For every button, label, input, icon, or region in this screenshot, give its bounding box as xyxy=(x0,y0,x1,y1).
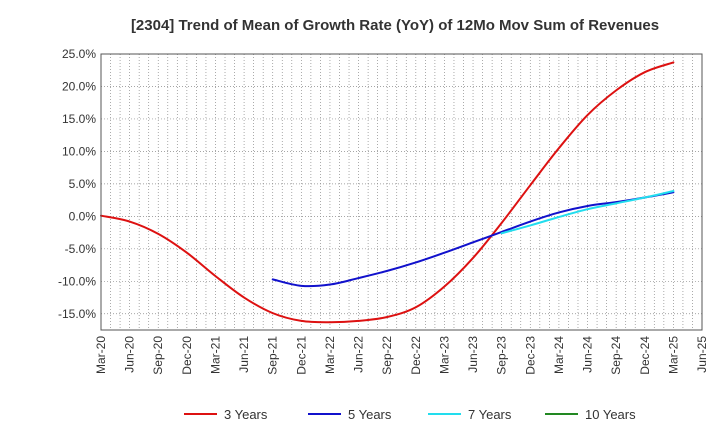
x-tick-label: Jun-22 xyxy=(352,336,366,373)
series-line-5-years xyxy=(271,191,675,288)
series-lines xyxy=(100,61,675,324)
x-tick-label: Mar-25 xyxy=(666,336,680,374)
x-tick-label: Sep-24 xyxy=(609,336,623,375)
y-tick-label: 10.0% xyxy=(62,144,96,158)
x-tick-label: Mar-22 xyxy=(323,336,337,374)
y-tick-label: 5.0% xyxy=(69,177,97,191)
x-tick-label: Jun-23 xyxy=(466,336,480,373)
y-tick-label: 20.0% xyxy=(62,79,96,93)
legend-label-7-years: 7 Years xyxy=(468,407,512,422)
legend: 3 Years 5 Years 7 Years 10 Years xyxy=(184,407,636,422)
x-tick-label: Sep-23 xyxy=(495,336,509,375)
y-tick-label: -5.0% xyxy=(65,242,97,256)
series-line-3-years xyxy=(100,61,675,324)
y-tick-label: -15.0% xyxy=(58,307,96,321)
x-tick-label: Jun-20 xyxy=(123,336,137,373)
x-tick-label: Jun-24 xyxy=(581,336,595,373)
x-tick-label: Dec-24 xyxy=(638,336,652,375)
legend-label-3-years: 3 Years xyxy=(224,407,268,422)
x-tick-label: Sep-21 xyxy=(266,336,280,375)
x-tick-label: Mar-21 xyxy=(208,336,222,374)
grid xyxy=(101,54,702,330)
plot-area xyxy=(101,54,702,330)
x-tick-label: Dec-20 xyxy=(180,336,194,375)
x-tick-label: Sep-20 xyxy=(151,336,165,375)
x-axis-ticks: Mar-20 Jun-20 Sep-20 Dec-20 Mar-21 Jun-21 Sep-… xyxy=(94,336,709,375)
legend-label-5-years: 5 Years xyxy=(348,407,392,422)
x-tick-label: Dec-22 xyxy=(409,336,423,375)
x-tick-label: Mar-24 xyxy=(552,336,566,374)
chart-title: [2304] Trend of Mean of Growth Rate (YoY… xyxy=(131,17,659,34)
x-tick-label: Jun-21 xyxy=(237,336,251,373)
x-tick-label: Jun-25 xyxy=(695,336,709,373)
x-tick-label: Mar-20 xyxy=(94,336,108,374)
legend-label-10-years: 10 Years xyxy=(585,407,636,422)
x-tick-label: Sep-22 xyxy=(380,336,394,375)
x-tick-label: Dec-23 xyxy=(523,336,537,375)
y-tick-label: 0.0% xyxy=(69,209,97,223)
y-tick-label: 25.0% xyxy=(62,47,96,61)
x-tick-label: Mar-23 xyxy=(437,336,451,374)
y-tick-label: -10.0% xyxy=(58,274,96,288)
y-tick-label: 15.0% xyxy=(62,112,96,126)
y-axis-ticks: 25.0% 20.0% 15.0% 10.0% 5.0% 0.0% -5.0% -10.0% -… xyxy=(58,47,96,321)
plot-border xyxy=(100,53,703,331)
x-tick-label: Dec-21 xyxy=(294,336,308,375)
series-line-7-years xyxy=(500,190,675,235)
